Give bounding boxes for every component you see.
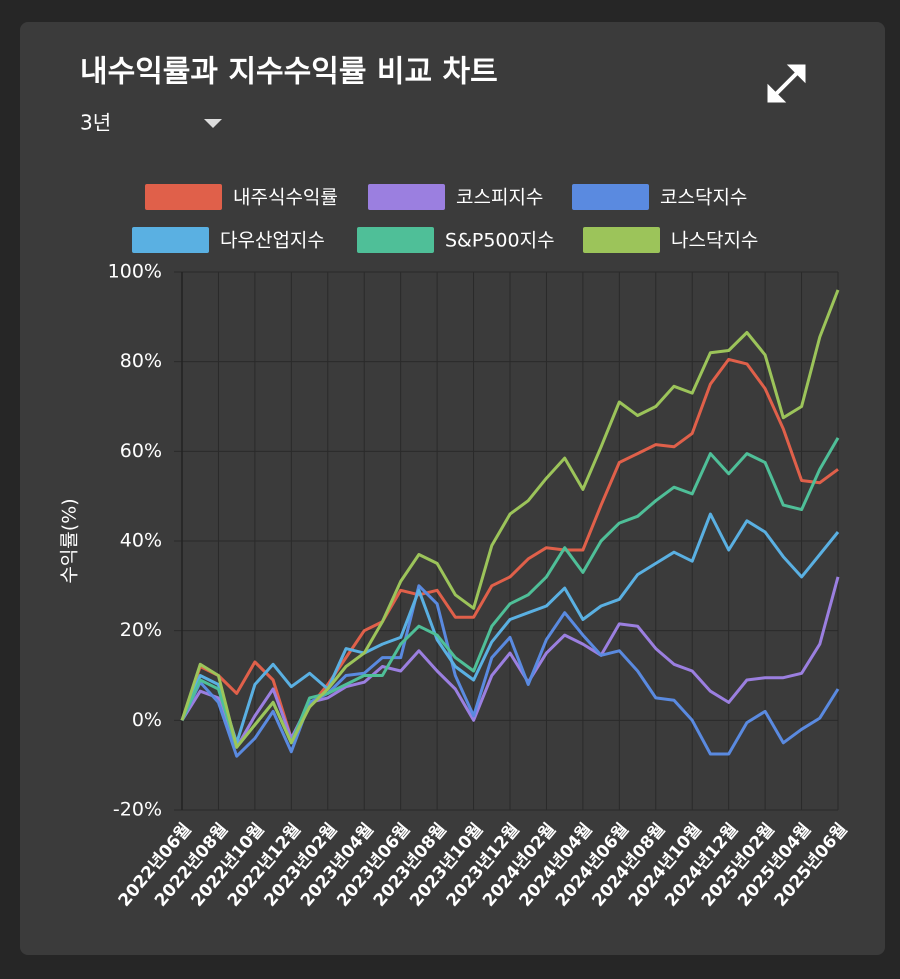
legend-swatch	[572, 184, 649, 210]
y-tick-label: 60%	[120, 440, 162, 462]
y-tick-label: 0%	[132, 709, 162, 731]
legend-swatch	[583, 227, 660, 253]
dropdown-arrow[interactable]	[204, 119, 222, 128]
series-line	[180, 576, 840, 749]
legend-label: 다우산업지수	[220, 230, 325, 252]
period-dropdown[interactable]: 3년	[80, 111, 222, 135]
legend-swatch	[368, 184, 445, 210]
legend-swatch	[357, 227, 434, 253]
legend-label: 내주식수익률	[233, 187, 338, 209]
y-tick-label: 80%	[120, 350, 162, 372]
dropdown-value[interactable]: 3년	[80, 111, 111, 135]
y-axis-title: 수익률(%)	[59, 498, 81, 583]
chart-title: 내수익률과 지수수익률 비교 차트	[80, 55, 498, 90]
legend-label: 코스닥지수	[660, 187, 747, 209]
legend-label: 코스피지수	[456, 187, 543, 209]
series-line	[180, 289, 840, 749]
series-line	[180, 584, 840, 758]
expand-button[interactable]	[767, 64, 806, 103]
series-line	[180, 512, 840, 745]
card	[20, 22, 885, 955]
y-tick-label: -20%	[113, 799, 162, 821]
legend-swatch	[145, 184, 222, 210]
legend-label: S&P500지수	[445, 230, 555, 252]
y-tick-label: 40%	[120, 530, 162, 552]
legend-label: 나스닥지수	[671, 230, 758, 252]
y-tick-label: 100%	[108, 261, 162, 283]
y-tick-label: 20%	[120, 619, 162, 641]
legend-swatch	[132, 227, 209, 253]
